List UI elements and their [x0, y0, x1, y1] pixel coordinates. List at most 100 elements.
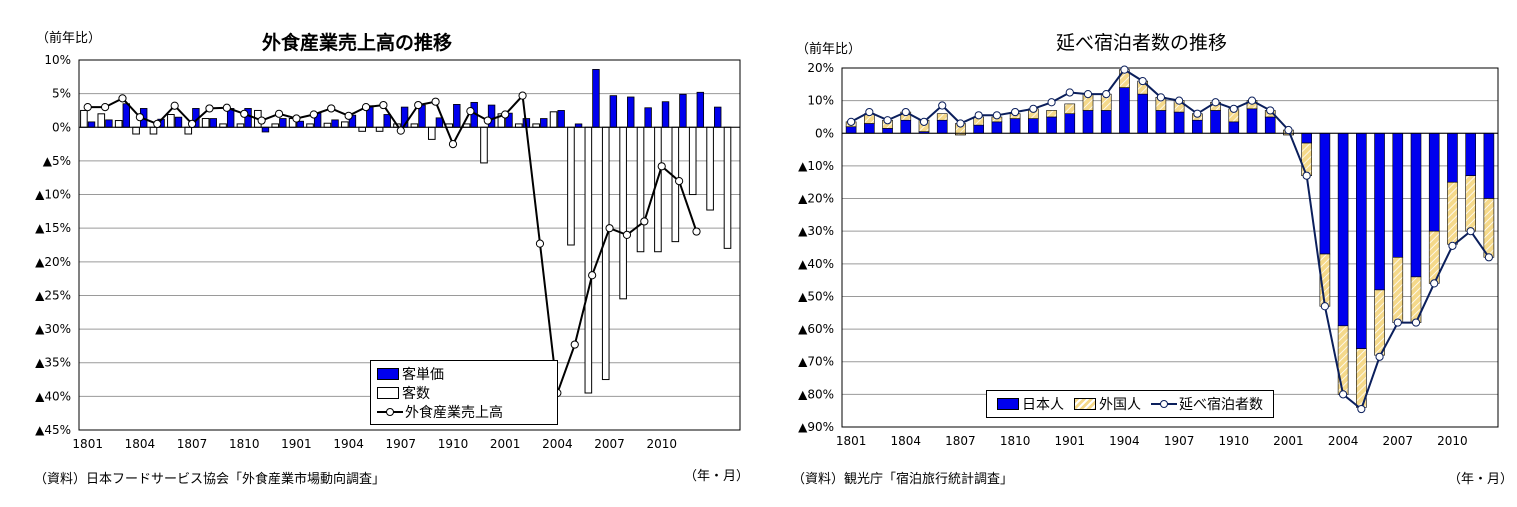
- x-tick-label: 2004: [542, 437, 573, 451]
- japanese-bar: [991, 121, 1003, 134]
- japanese-bar: [1337, 132, 1349, 327]
- y-tick-label: 5%: [52, 87, 71, 101]
- legend-label: 外食産業売上高: [405, 404, 503, 421]
- customers-bar: [410, 123, 419, 128]
- unit-price-bar: [87, 121, 96, 128]
- customers-bar: [167, 113, 175, 128]
- x-unit-label: （年・月）: [1448, 472, 1514, 487]
- line-point: [1047, 98, 1056, 107]
- line-point: [956, 119, 965, 128]
- unit-price-bar: [540, 118, 548, 128]
- unit-price-bar: [383, 114, 391, 128]
- line-point: [344, 111, 353, 120]
- line-point: [431, 97, 440, 106]
- chart-legend: 客単価 客数 外食産業売上高: [370, 360, 558, 425]
- customers-bar: [480, 126, 488, 164]
- line-point: [883, 116, 892, 125]
- legend-swatch: [377, 386, 399, 399]
- foreign-bar: [1447, 181, 1458, 245]
- japanese-bar: [1192, 119, 1203, 134]
- y-tick-label: ▲20%: [798, 192, 834, 206]
- legend-item-sales-line: 外食産業売上高: [377, 402, 549, 421]
- japanese-bar: [1319, 132, 1331, 255]
- y-tick-label: ▲30%: [798, 224, 834, 238]
- japanese-bar: [864, 123, 875, 134]
- japanese-bar: [1447, 132, 1458, 183]
- x-tick-label: 1804: [891, 434, 922, 448]
- line-point: [1102, 90, 1111, 99]
- line-point: [396, 126, 405, 135]
- japanese-bar: [1246, 108, 1258, 134]
- y-tick-label: 10%: [44, 53, 71, 67]
- japanese-bar: [1465, 132, 1476, 176]
- line-point: [974, 111, 983, 120]
- customers-bar: [567, 126, 575, 246]
- line-point: [153, 119, 162, 129]
- line-point: [100, 102, 110, 112]
- unit-price-bar: [574, 123, 583, 128]
- x-tick-label: 2004: [1328, 434, 1359, 448]
- plot-border: [841, 67, 1499, 428]
- customers-bar: [654, 126, 662, 253]
- japanese-bar: [1392, 132, 1404, 258]
- customers-bar: [706, 126, 714, 211]
- legend-line-marker: [1151, 400, 1177, 408]
- unit-price-bar: [557, 110, 565, 128]
- customers-bar: [219, 123, 227, 128]
- line-point: [692, 227, 701, 236]
- line-point: [327, 104, 336, 113]
- y-tick-label: ▲30%: [35, 322, 71, 336]
- y-tick-label: ▲35%: [35, 356, 71, 370]
- line-point: [1193, 109, 1202, 118]
- legend-label: 日本人: [1022, 397, 1064, 413]
- line-point: [901, 107, 910, 117]
- y-tick-label: 20%: [807, 61, 834, 75]
- japanese-bar: [1410, 132, 1422, 278]
- line-point: [675, 176, 684, 186]
- japanese-bar: [1264, 116, 1276, 134]
- y-tick-label: ▲80%: [798, 387, 834, 401]
- line-point: [518, 91, 527, 100]
- chart-title: 外食産業売上高の推移: [262, 32, 453, 54]
- x-tick-label: 1810: [1000, 434, 1031, 448]
- japanese-bar: [936, 119, 948, 134]
- line-point: [1065, 88, 1074, 97]
- line-point: [274, 109, 284, 118]
- line-point: [588, 271, 597, 280]
- y-tick-label: 10%: [807, 94, 834, 108]
- guest-nights-chart: （前年比） 延べ宿泊者数の推移 （資料）観光庁「宿泊旅行統計調査」 （年・月） …: [760, 0, 1517, 507]
- foreign-bar: [1301, 142, 1312, 176]
- x-tick-label: 1901: [281, 437, 312, 451]
- foreign-bar: [1374, 289, 1385, 356]
- line-point: [1229, 104, 1238, 113]
- line-point: [1156, 93, 1165, 102]
- japanese-bar: [1228, 121, 1240, 134]
- line-point: [938, 101, 947, 110]
- legend-label: 延べ宿泊者数: [1179, 397, 1263, 413]
- unit-price-bar: [679, 93, 687, 128]
- line-point: [865, 107, 874, 117]
- line-point: [1175, 96, 1184, 105]
- unit-price-bar: [261, 126, 270, 133]
- customers-bar: [375, 126, 384, 132]
- y-tick-label: ▲10%: [798, 159, 834, 173]
- y-tick-label: ▲70%: [798, 355, 834, 369]
- line-point: [640, 217, 649, 226]
- legend-item-guest-nights-line: 延べ宿泊者数: [1151, 393, 1263, 415]
- unit-price-bar: [331, 119, 339, 128]
- legend-label: 外国人: [1099, 397, 1141, 413]
- customers-bar: [132, 126, 140, 135]
- customers-bar: [427, 126, 436, 140]
- x-tick-label: 1910: [438, 437, 469, 451]
- x-tick-label: 1807: [945, 434, 976, 448]
- customers-bar: [601, 126, 610, 381]
- line-point: [657, 162, 666, 171]
- legend-item-foreign: 外国人: [1074, 393, 1141, 415]
- line-point: [448, 139, 458, 149]
- x-tick-label: 2010: [1437, 434, 1468, 448]
- legend-swatch: [377, 367, 399, 380]
- line-point: [1393, 318, 1402, 327]
- japanese-bar: [882, 128, 893, 134]
- x-tick-label: 2010: [646, 437, 677, 451]
- legend-swatch: [997, 398, 1019, 410]
